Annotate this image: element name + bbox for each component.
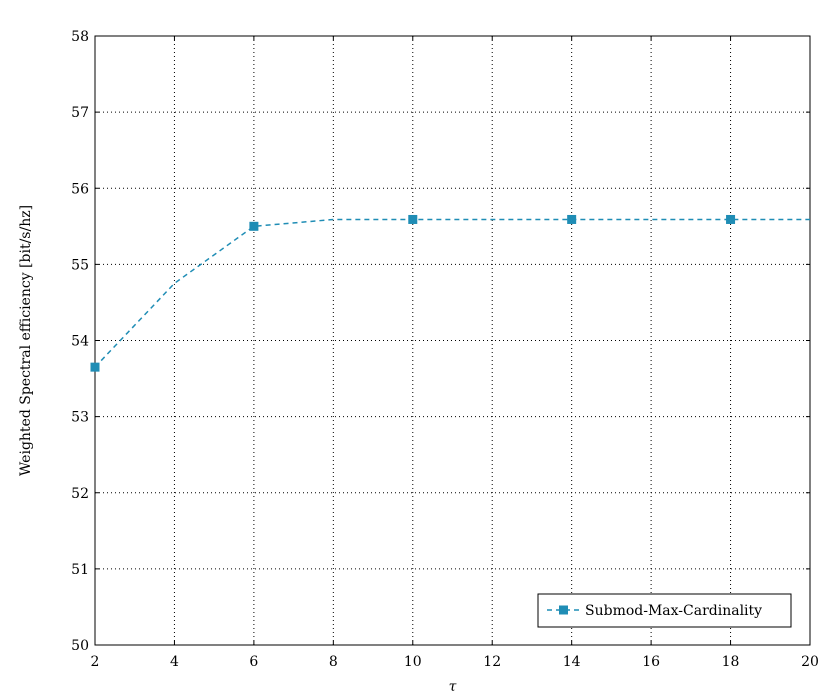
series-marker: [249, 221, 259, 231]
x-tick-label: 8: [329, 654, 338, 670]
y-axis-label: Weighted Spectral efficiency [bit/s/hz]: [18, 205, 34, 476]
y-tick-label: 51: [71, 562, 89, 578]
x-axis-label: τ: [449, 679, 457, 695]
grid: [95, 36, 810, 645]
y-tick-label: 52: [71, 486, 89, 502]
series-line: [94, 218, 810, 368]
legend-box: [537, 593, 792, 628]
y-tick-label: 56: [71, 181, 89, 197]
x-tick-label: 10: [404, 654, 422, 670]
x-tick-label: 16: [642, 654, 660, 670]
legend: Submod-Max-Cardinality: [537, 593, 792, 628]
x-tick-label: 6: [249, 654, 258, 670]
y-tick-label: 50: [71, 638, 89, 654]
series-marker: [726, 214, 736, 224]
x-tick-label: 4: [170, 654, 179, 670]
y-tick-label: 53: [71, 410, 89, 426]
y-tick-label: 55: [71, 257, 89, 273]
legend-marker-swatch: [559, 605, 568, 615]
y-tick-label: 54: [71, 334, 89, 350]
series-marker: [408, 214, 418, 224]
x-tick-label: 20: [801, 654, 819, 670]
x-tick-label: 12: [483, 654, 501, 670]
y-tick-label: 57: [71, 105, 89, 121]
axis-ticks: 2 4 6 8 10 12 14 16 18 20 50 51 52 53 54 55 56 57 58: [71, 29, 819, 670]
x-tick-label: 18: [722, 654, 740, 670]
x-tick-label: 2: [91, 654, 100, 670]
x-tick-label: 14: [563, 654, 581, 670]
y-tick-label: 58: [71, 29, 89, 45]
series-marker: [567, 214, 577, 224]
legend-entry-label: Submod-Max-Cardinality: [585, 603, 762, 619]
plot-area-frame: [94, 35, 811, 646]
series-layer: [90, 214, 810, 372]
series-marker: [90, 362, 100, 372]
